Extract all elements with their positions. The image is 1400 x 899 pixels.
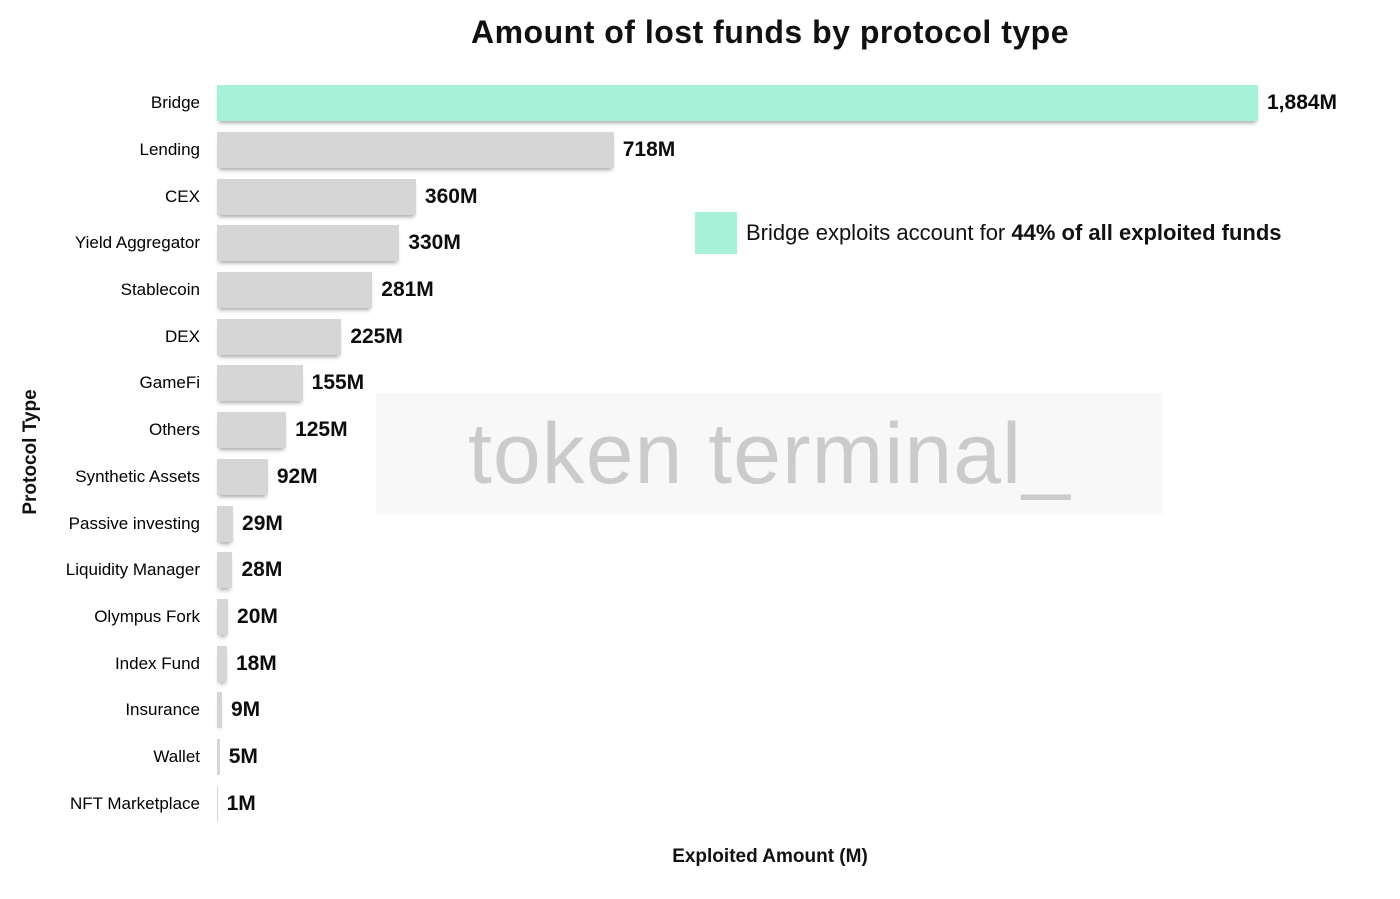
category-label: NFT Marketplace — [69, 793, 200, 813]
plot-area: Bridge 1,884M Lending 718M CEX 360M Yiel… — [0, 80, 1400, 827]
category-label: Bridge — [150, 93, 200, 113]
bar-zone: 155M — [217, 365, 1400, 402]
category-label: Yield Aggregator — [74, 233, 200, 253]
bar-zone: 28M — [217, 552, 1400, 589]
bar — [217, 785, 218, 822]
bar-row: Wallet 5M — [0, 734, 1400, 781]
bar-zone: 1M — [217, 785, 1400, 822]
category-label: Olympus Fork — [94, 606, 200, 626]
bar-row: Insurance 9M — [0, 687, 1400, 734]
bar — [217, 225, 400, 262]
bar-zone: 225M — [217, 318, 1400, 355]
bar — [217, 178, 416, 215]
value-label: 1M — [226, 791, 256, 815]
annotation-text-bold: 44% of all exploited funds — [1011, 220, 1282, 245]
bar-zone: 29M — [217, 505, 1400, 542]
watermark-text: token terminal_ — [468, 405, 1071, 502]
value-label: 718M — [622, 138, 676, 162]
bar-zone: 360M — [217, 178, 1400, 215]
value-label: 20M — [237, 604, 278, 628]
bar — [217, 318, 342, 355]
category-label: Others — [148, 420, 200, 440]
value-label: 18M — [235, 651, 277, 675]
value-label: 1,884M — [1267, 91, 1338, 115]
bar-zone: 20M — [217, 598, 1400, 635]
value-label: 125M — [295, 418, 348, 442]
value-label: 29M — [242, 511, 283, 535]
value-label: 225M — [350, 324, 403, 348]
bar-zone: 9M — [217, 692, 1400, 729]
bar-row: DEX 225M — [0, 313, 1400, 360]
category-label: Wallet — [153, 746, 200, 766]
bar-row: Olympus Fork 20M — [0, 594, 1400, 641]
bar-row: Yield Aggregator 330M — [0, 220, 1400, 267]
annotation: Bridge exploits account for 44% of all e… — [695, 212, 1282, 254]
bar-row: Lending 718M — [0, 127, 1400, 174]
value-label: 28M — [241, 558, 283, 582]
value-label: 330M — [408, 231, 461, 255]
bar-row: Index Fund 18M — [0, 640, 1400, 687]
annotation-text-regular: Bridge exploits account for — [746, 220, 1012, 245]
bar — [217, 458, 268, 495]
bar-row: Passive investing 29M — [0, 500, 1400, 547]
value-label: 155M — [311, 371, 365, 395]
bar — [217, 85, 1258, 122]
bar-zone: 1,884M — [217, 85, 1400, 122]
bar-zone: 718M — [217, 132, 1400, 169]
bar-row: Others 125M — [0, 407, 1400, 454]
bar — [217, 412, 287, 449]
bar — [217, 692, 222, 729]
bar-zone: 18M — [217, 645, 1400, 682]
category-label: Passive investing — [68, 513, 200, 533]
bar-row: CEX 360M — [0, 173, 1400, 220]
bar — [217, 598, 229, 635]
value-label: 9M — [230, 698, 261, 722]
annotation-text: Bridge exploits account for 44% of all e… — [746, 220, 1282, 246]
bar-row: Liquidity Manager 28M — [0, 547, 1400, 594]
value-label: 281M — [381, 278, 434, 302]
category-label: Liquidity Manager — [65, 560, 200, 580]
value-label: 360M — [424, 184, 478, 208]
category-label: DEX — [165, 326, 200, 346]
bar — [217, 272, 373, 309]
value-label: 5M — [228, 744, 258, 768]
category-label: Insurance — [125, 700, 200, 720]
bar-row: GameFi 155M — [0, 360, 1400, 407]
bar — [217, 738, 220, 775]
bar — [217, 645, 227, 682]
category-label: Stablecoin — [120, 280, 200, 300]
x-axis-label: Exploited Amount (M) — [672, 846, 868, 867]
bar — [217, 365, 303, 402]
category-label: Index Fund — [114, 653, 200, 673]
bar-zone: 5M — [217, 738, 1400, 775]
value-label: 92M — [276, 464, 318, 488]
bar — [217, 132, 614, 169]
category-label: CEX — [165, 186, 200, 206]
category-label: GameFi — [139, 373, 200, 393]
chart-title: Amount of lost funds by protocol type — [470, 14, 1069, 50]
legend-swatch — [695, 212, 737, 254]
bar-row: Stablecoin 281M — [0, 267, 1400, 314]
watermark-panel: token terminal_ — [376, 393, 1163, 515]
bar-zone: 92M — [217, 458, 1400, 495]
category-label: Lending — [139, 140, 200, 160]
bar — [217, 552, 233, 589]
category-label: Synthetic Assets — [75, 466, 200, 486]
bar-zone: 125M — [217, 412, 1400, 449]
bar-row: Synthetic Assets 92M — [0, 454, 1400, 501]
bar-row: Bridge 1,884M — [0, 80, 1400, 127]
bar-row: NFT Marketplace 1M — [0, 780, 1400, 827]
bar-zone: 330M — [217, 225, 1400, 262]
bar-zone: 281M — [217, 272, 1400, 309]
bar — [217, 505, 234, 542]
